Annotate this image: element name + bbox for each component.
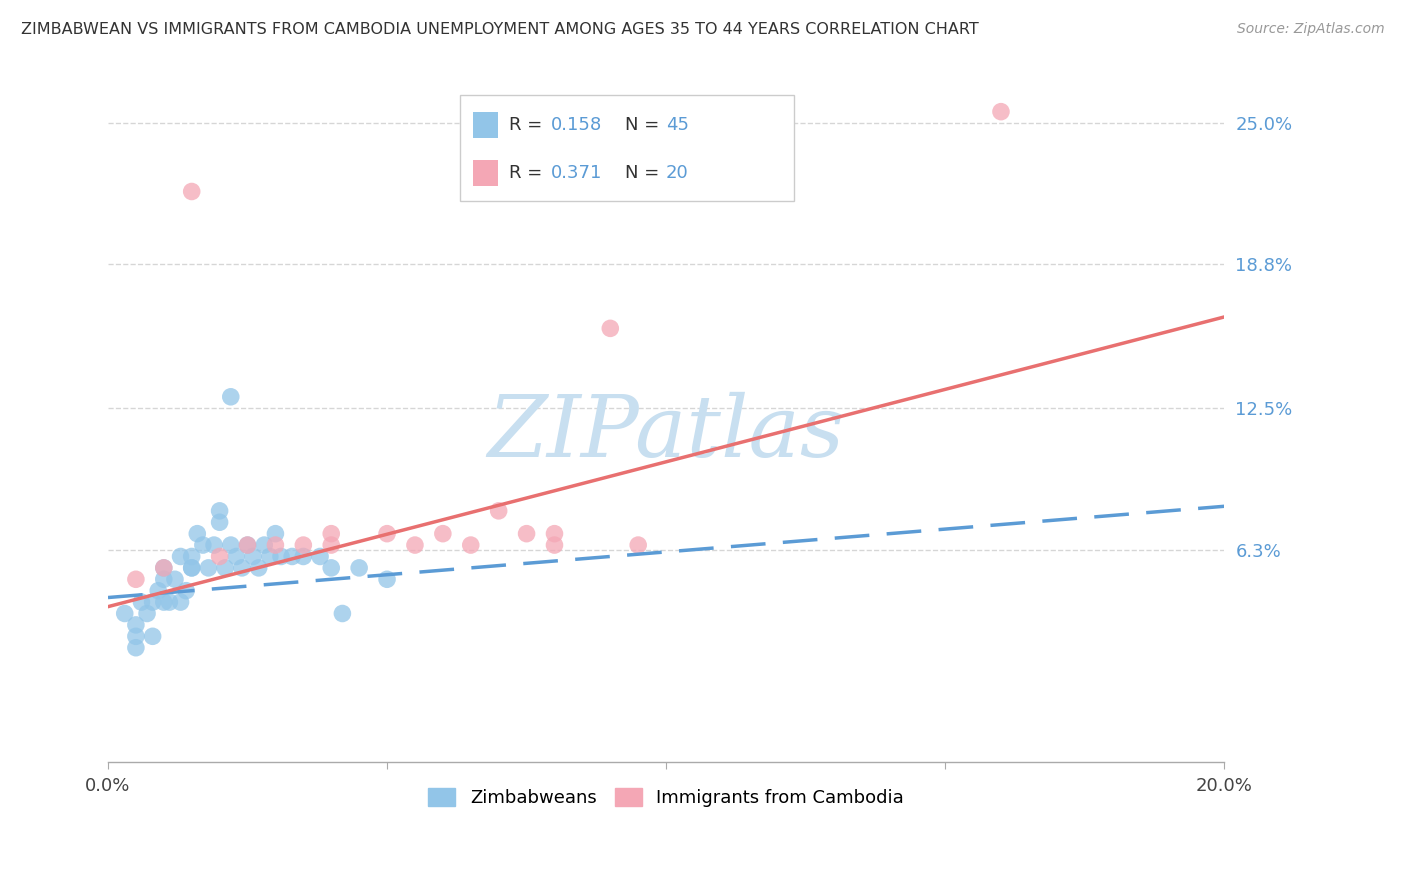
Point	[153, 572, 176, 586]
Point	[208, 515, 231, 529]
Point	[131, 595, 153, 609]
Point	[627, 538, 650, 552]
Point	[208, 504, 231, 518]
Text: ZIMBABWEAN VS IMMIGRANTS FROM CAMBODIA UNEMPLOYMENT AMONG AGES 35 TO 44 YEARS CO: ZIMBABWEAN VS IMMIGRANTS FROM CAMBODIA U…	[21, 22, 979, 37]
Point	[225, 549, 247, 564]
Point	[125, 640, 148, 655]
Point	[163, 572, 186, 586]
Point	[142, 629, 165, 643]
Text: 45: 45	[666, 116, 689, 135]
Point	[332, 607, 354, 621]
Text: N =: N =	[624, 116, 665, 135]
Text: 0.371: 0.371	[551, 164, 603, 182]
Text: N =: N =	[624, 164, 665, 182]
Point	[219, 390, 242, 404]
Point	[321, 526, 343, 541]
Point	[543, 526, 565, 541]
Point	[186, 526, 208, 541]
Text: 20: 20	[666, 164, 689, 182]
Point	[404, 538, 426, 552]
Point	[488, 504, 510, 518]
Point	[264, 526, 287, 541]
Point	[281, 549, 304, 564]
Point	[180, 561, 202, 575]
Point	[191, 538, 214, 552]
Point	[321, 561, 343, 575]
Point	[125, 618, 148, 632]
Point	[114, 607, 136, 621]
Point	[136, 607, 159, 621]
Point	[259, 549, 281, 564]
Text: R =: R =	[509, 116, 548, 135]
Point	[253, 538, 276, 552]
Point	[180, 185, 202, 199]
Point	[270, 549, 292, 564]
Point	[321, 538, 343, 552]
Point	[180, 561, 202, 575]
Point	[157, 595, 180, 609]
Text: ZIPatlas: ZIPatlas	[488, 392, 845, 475]
FancyBboxPatch shape	[472, 112, 498, 138]
Point	[292, 538, 315, 552]
Point	[375, 526, 398, 541]
Text: R =: R =	[509, 164, 548, 182]
Point	[242, 549, 264, 564]
Point	[180, 549, 202, 564]
Point	[292, 549, 315, 564]
Point	[169, 595, 191, 609]
Point	[309, 549, 332, 564]
Point	[543, 538, 565, 552]
Point	[460, 538, 482, 552]
Point	[231, 561, 253, 575]
Point	[516, 526, 538, 541]
Point	[169, 549, 191, 564]
Point	[125, 629, 148, 643]
Point	[432, 526, 454, 541]
Point	[208, 549, 231, 564]
Point	[197, 561, 219, 575]
Point	[148, 583, 170, 598]
Point	[599, 321, 621, 335]
Point	[219, 538, 242, 552]
Point	[153, 561, 176, 575]
FancyBboxPatch shape	[460, 95, 794, 201]
Point	[236, 538, 259, 552]
Point	[202, 538, 225, 552]
Point	[214, 561, 236, 575]
Point	[990, 104, 1012, 119]
Text: 0.158: 0.158	[551, 116, 602, 135]
Point	[153, 561, 176, 575]
Text: Source: ZipAtlas.com: Source: ZipAtlas.com	[1237, 22, 1385, 37]
Point	[125, 572, 148, 586]
Point	[375, 572, 398, 586]
Point	[153, 595, 176, 609]
Point	[264, 538, 287, 552]
Point	[247, 561, 270, 575]
Point	[347, 561, 370, 575]
FancyBboxPatch shape	[472, 161, 498, 186]
Point	[142, 595, 165, 609]
Legend: Zimbabweans, Immigrants from Cambodia: Zimbabweans, Immigrants from Cambodia	[420, 780, 911, 814]
Point	[236, 538, 259, 552]
Point	[174, 583, 197, 598]
